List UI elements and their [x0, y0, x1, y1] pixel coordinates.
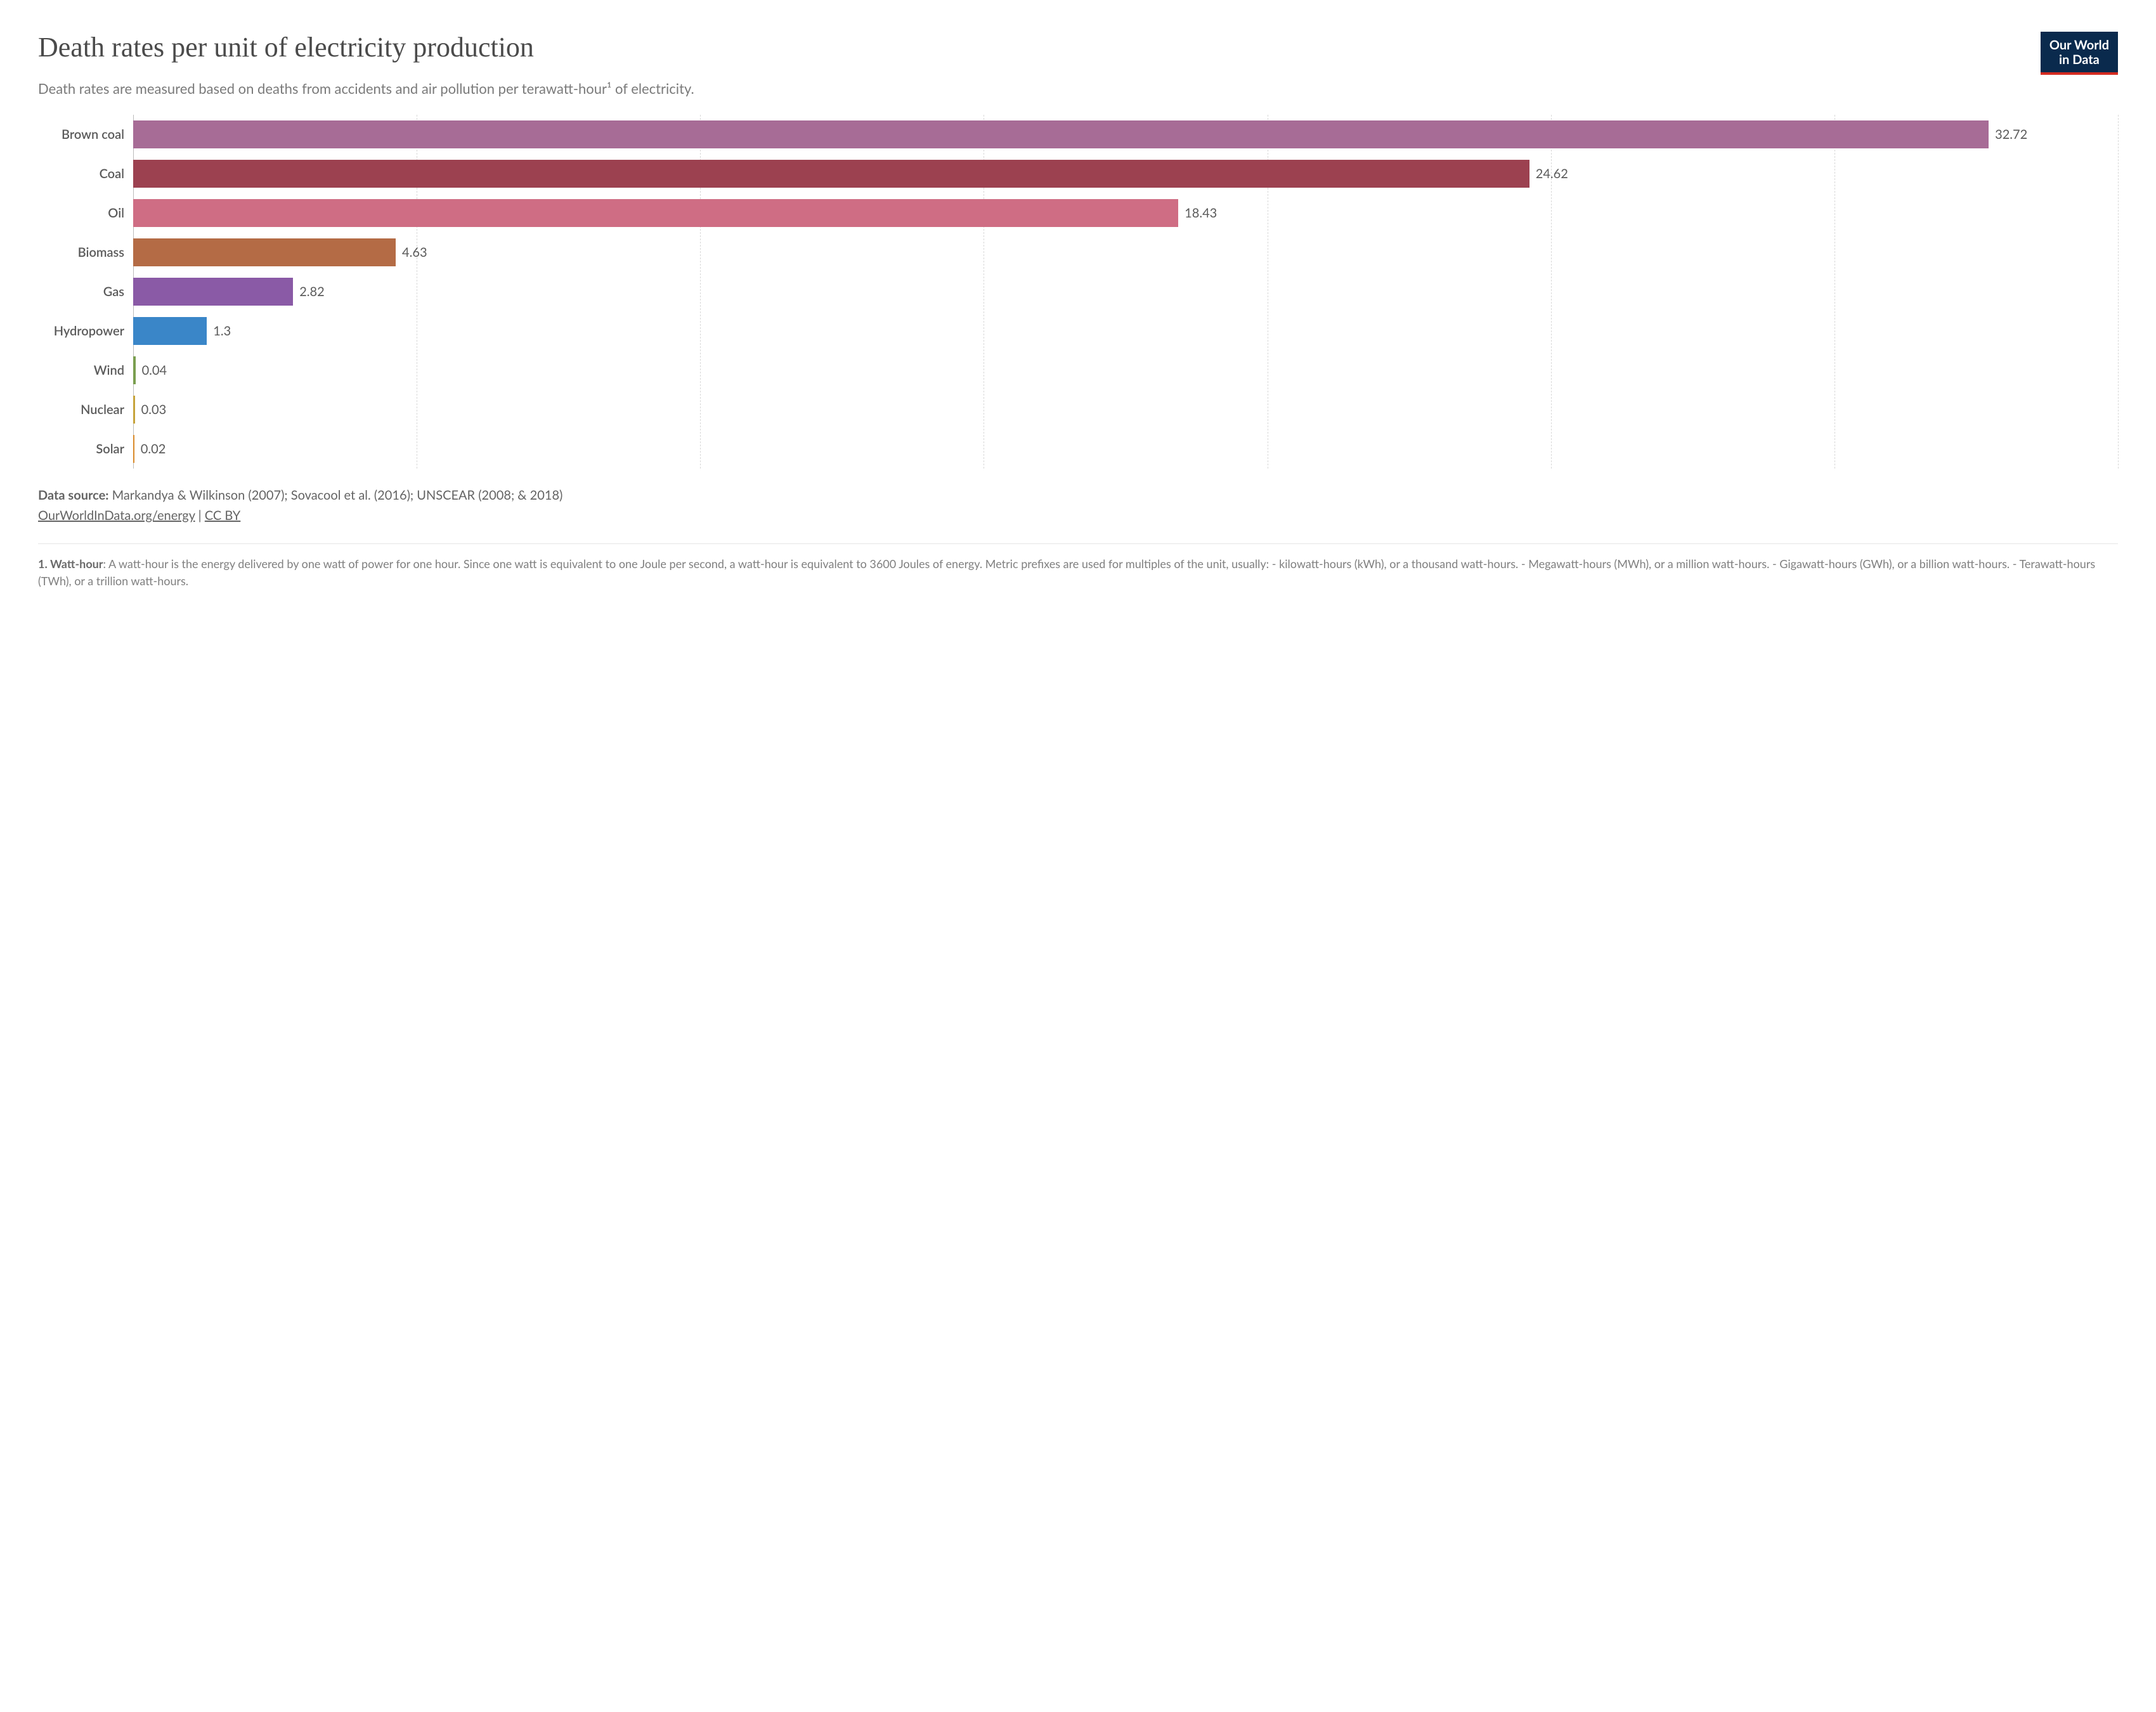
bar [133, 120, 1989, 148]
bar-cell: 1.3 [133, 311, 2118, 351]
category-label: Brown coal [38, 127, 133, 142]
bar-row: Wind 0.04 [38, 351, 2118, 390]
category-label: Biomass [38, 245, 133, 260]
bar-row: Gas 2.82 [38, 272, 2118, 311]
bar-row: Coal 24.62 [38, 154, 2118, 193]
category-label: Wind [38, 363, 133, 378]
value-label: 0.02 [141, 441, 166, 457]
category-label: Coal [38, 166, 133, 181]
bar-rows: Brown coal 32.72 Coal 24.62 Oil 18.43 Biomass 4… [38, 115, 2118, 469]
source-link-site[interactable]: OurWorldInData.org/energy [38, 508, 195, 523]
bar-row: Brown coal 32.72 [38, 115, 2118, 154]
bar-cell: 24.62 [133, 154, 2118, 193]
value-label: 1.3 [213, 323, 231, 339]
bar-cell: 18.43 [133, 193, 2118, 233]
category-label: Oil [38, 205, 133, 221]
value-label: 0.04 [142, 363, 167, 378]
bar [133, 278, 293, 305]
footnote-text: : A watt-hour is the energy delivered by… [38, 557, 2095, 588]
logo-line2: in Data [2049, 53, 2109, 67]
divider [38, 543, 2118, 544]
chart-subtitle: Death rates are measured based on deaths… [38, 80, 2118, 97]
bar-cell: 0.03 [133, 390, 2118, 429]
bar [133, 435, 134, 462]
value-label: 18.43 [1185, 205, 1217, 221]
source-link-license[interactable]: CC BY [205, 508, 241, 523]
value-label: 0.03 [141, 402, 167, 417]
bar [133, 396, 135, 423]
logo-line1: Our World [2049, 38, 2109, 53]
title-block: Death rates per unit of electricity prod… [38, 32, 534, 64]
data-source: Data source: Markandya & Wilkinson (2007… [38, 485, 2118, 526]
bar-row: Hydropower 1.3 [38, 311, 2118, 351]
header: Death rates per unit of electricity prod… [38, 32, 2118, 75]
owid-logo: Our World in Data [2041, 32, 2118, 75]
chart-title: Death rates per unit of electricity prod… [38, 32, 534, 64]
bar-row: Oil 18.43 [38, 193, 2118, 233]
category-label: Hydropower [38, 323, 133, 339]
bar [133, 238, 396, 266]
source-sep: | [195, 508, 205, 523]
value-label: 2.82 [299, 284, 325, 299]
bar-cell: 4.63 [133, 233, 2118, 272]
source-text: Markandya & Wilkinson (2007); Sovacool e… [112, 488, 563, 503]
footnote: 1. Watt-hour: A watt-hour is the energy … [38, 555, 2118, 590]
bar-cell: 2.82 [133, 272, 2118, 311]
category-label: Gas [38, 284, 133, 299]
gridline [2118, 115, 2119, 469]
bar-cell: 0.02 [133, 429, 2118, 469]
bar-row: Nuclear 0.03 [38, 390, 2118, 429]
bar [133, 160, 1529, 187]
bar-row: Biomass 4.63 [38, 233, 2118, 272]
bar [133, 356, 136, 384]
footnote-label: 1. Watt-hour [38, 557, 103, 571]
chart: Brown coal 32.72 Coal 24.62 Oil 18.43 Biomass 4… [38, 115, 2118, 469]
category-label: Nuclear [38, 402, 133, 417]
category-label: Solar [38, 441, 133, 457]
value-label: 32.72 [1995, 127, 2027, 142]
bar-cell: 0.04 [133, 351, 2118, 390]
value-label: 24.62 [1536, 166, 1568, 181]
value-label: 4.63 [402, 245, 427, 260]
bar-cell: 32.72 [133, 115, 2118, 154]
bar [133, 317, 207, 344]
bar [133, 199, 1178, 226]
bar-row: Solar 0.02 [38, 429, 2118, 469]
source-prefix: Data source: [38, 488, 108, 503]
